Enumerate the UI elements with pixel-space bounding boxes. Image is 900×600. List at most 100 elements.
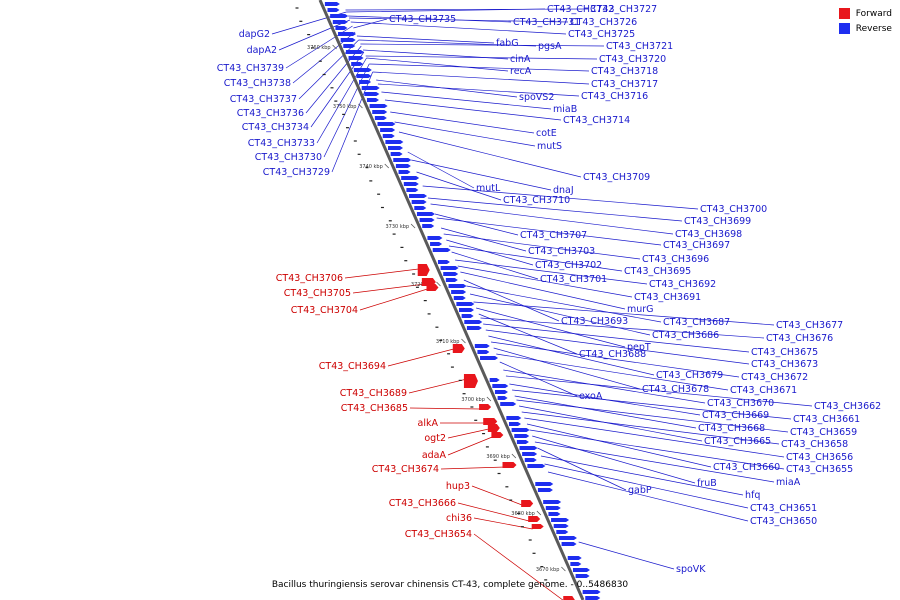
legend-forward: Forward <box>838 8 892 19</box>
leader-line <box>512 389 792 420</box>
reverse-gene <box>324 2 340 6</box>
gene-label-forward: CT43_CH3685 <box>341 403 408 414</box>
leader-line <box>544 463 749 509</box>
reverse-gene <box>390 152 403 156</box>
reverse-gene <box>448 284 467 288</box>
leader-line <box>377 83 580 97</box>
reverse-gene <box>456 302 475 306</box>
gene-label-reverse: CT43_CH3725 <box>568 29 635 40</box>
gene-label-reverse: CT43_CH3670 <box>707 398 774 409</box>
leader-line <box>440 227 527 252</box>
gene-label-forward: hup3 <box>446 481 470 492</box>
gene-label-reverse: CT43_CH3717 <box>591 79 658 90</box>
forward-gene <box>528 516 541 522</box>
reverse-gene <box>582 590 601 594</box>
reverse-gene <box>377 122 396 126</box>
leader-line <box>455 259 648 285</box>
leader-line <box>526 423 712 468</box>
reverse-gene <box>369 104 388 108</box>
gene-label-reverse: CT43_CH3714 <box>563 115 630 126</box>
reverse-gene <box>516 440 529 444</box>
gene-label-reverse: cotE <box>536 128 557 139</box>
reverse-gene <box>395 164 411 168</box>
gene-label-reverse: CT43_CH3735 <box>389 14 456 25</box>
reverse-gene <box>489 378 500 382</box>
reverse-gene <box>445 278 458 282</box>
gene-label-reverse: CT43_CH3700 <box>700 204 767 215</box>
leader-line <box>460 271 626 310</box>
leader-line <box>488 335 655 376</box>
gene-label-reverse: CT43_CH3651 <box>750 503 817 514</box>
leader-line <box>359 288 428 311</box>
gene-label-reverse: CT43_CH3721 <box>606 41 673 52</box>
reverse-gene <box>497 396 508 400</box>
legend-reverse: Reverse <box>838 23 892 34</box>
leader-line <box>514 395 697 429</box>
reverse-gene <box>332 20 348 24</box>
leader-line <box>394 121 536 147</box>
reverse-gene <box>511 428 530 432</box>
leader-line <box>434 213 519 236</box>
leader-line <box>422 185 699 210</box>
leader-line <box>578 541 675 570</box>
reverse-gene <box>545 506 561 510</box>
leader-line <box>446 239 534 266</box>
leader-line <box>448 245 623 272</box>
forward-gene <box>531 524 544 529</box>
legend-forward-label: Forward <box>855 8 892 19</box>
gene-label-reverse: CT43_CH3709 <box>583 172 650 183</box>
leader-line <box>411 159 552 191</box>
reverse-gene <box>551 518 570 522</box>
forward-gene <box>463 374 478 388</box>
gene-label-reverse: CT43_CH3693 <box>561 316 628 327</box>
reverse-gene <box>522 452 538 456</box>
reverse-gene <box>453 296 466 300</box>
reverse-gene <box>459 308 475 312</box>
forward-gene <box>479 404 492 410</box>
reverse-gene <box>387 146 403 150</box>
reverse-gene <box>414 206 427 210</box>
reverse-gene <box>432 248 451 252</box>
forward-gene <box>417 264 430 276</box>
leader-line <box>457 502 530 522</box>
reverse-gene <box>372 110 388 114</box>
gene-label-reverse: CT43_CH3668 <box>698 423 765 434</box>
leader-line <box>376 79 518 98</box>
gene-label-reverse: CT43_CH3697 <box>663 240 730 251</box>
reverse-gene <box>519 446 538 450</box>
gene-label-reverse: CT43_CH3716 <box>581 91 648 102</box>
gene-label-reverse: dapG2 <box>239 29 270 40</box>
reverse-gene <box>543 500 562 504</box>
gene-label-forward: CT43_CH3706 <box>276 273 343 284</box>
reverse-gene <box>527 464 546 468</box>
gene-label-reverse: CT43_CH3698 <box>675 229 742 240</box>
gene-label-reverse: CT43_CH3702 <box>535 260 602 271</box>
leader-line <box>381 91 552 110</box>
reverse-gene <box>353 68 372 72</box>
gene-label-reverse: CT43_CH3669 <box>702 410 769 421</box>
gene-label-reverse: CT43_CH3675 <box>751 347 818 358</box>
leader-line <box>440 466 506 470</box>
reverse-gene <box>494 390 508 394</box>
reverse-gene <box>556 530 569 534</box>
leader-line <box>398 131 582 178</box>
tick-mark <box>410 223 416 229</box>
forward-gene <box>491 432 504 438</box>
gene-label-forward: chi36 <box>446 513 472 524</box>
leader-line <box>457 265 633 298</box>
reverse-gene <box>558 536 577 540</box>
gene-label-forward: CT43_CH3689 <box>340 388 407 399</box>
forward-swatch <box>838 8 850 19</box>
tick-mark <box>332 44 337 50</box>
gene-label-reverse: pepT <box>627 342 651 353</box>
gene-label-reverse: CT43_CH3730 <box>255 152 322 163</box>
gene-label-reverse: CT43_CH3710 <box>503 195 570 206</box>
gene-label-reverse: CT43_CH3678 <box>642 384 709 395</box>
gene-label-forward: CT43_CH3674 <box>372 464 439 475</box>
gene-label-reverse: CT43_CH3676 <box>766 333 833 344</box>
leader-line <box>430 203 674 235</box>
reverse-gene <box>338 32 357 36</box>
reverse-gene <box>422 224 435 228</box>
leader-line <box>349 17 569 23</box>
reverse-gene <box>398 170 411 174</box>
